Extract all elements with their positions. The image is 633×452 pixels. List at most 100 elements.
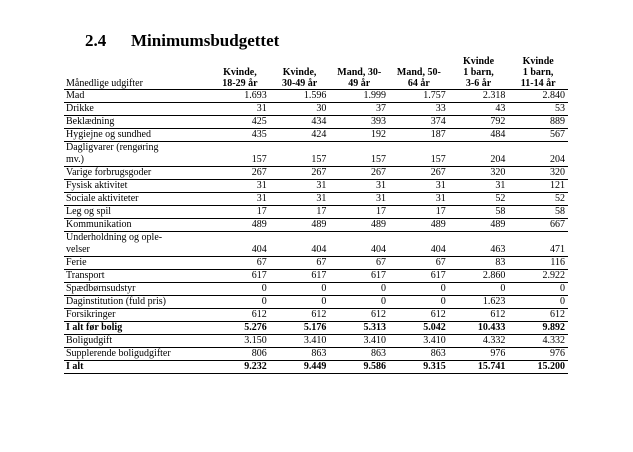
table-cell: 121 [508,179,568,193]
row-label: Leg og spil [64,205,211,219]
column-header-line: 1 barn, [463,67,494,78]
budget-table: Månedlige udgifter Kvinde, 18-29 år Kvind… [64,56,568,374]
table-cell: 267 [269,166,330,180]
table-row: Kommunikation 489 489 489 489 489 667 [64,218,568,232]
table-cell: 463 [448,231,509,257]
table-cell: 3.410 [269,334,330,348]
table-cell: 9.232 [210,360,270,374]
table-cell: 1.757 [389,89,449,103]
table-cell: 2.860 [448,269,509,283]
table-cell: 374 [389,115,449,129]
column-header-line: 1 barn, [522,67,554,78]
table-cell: 667 [508,218,568,232]
table-row: Spædbørnsudstyr 0 0 0 0 0 0 [64,282,568,296]
table-cell: 4.332 [448,334,509,348]
row-label: I alt før bolig [64,321,211,335]
label-column-header: Månedlige udgifter [66,78,143,89]
column-header: Kvinde, 30-49 år [270,56,330,90]
table-cell: 67 [210,256,270,270]
table-cell: 17 [329,205,390,219]
table-row: Sociale aktiviteter 31 31 31 31 52 52 [64,192,568,206]
table-cell: 267 [389,166,449,180]
table-cell: 17 [269,205,330,219]
table-cell: 267 [210,166,270,180]
table-cell: 5.313 [329,321,390,335]
table-cell: 612 [508,308,568,322]
table-cell: 612 [329,308,390,322]
table-cell: 10.433 [448,321,509,335]
table-cell: 17 [389,205,449,219]
table-cell: 404 [210,231,270,257]
table-cell: 31 [329,192,390,206]
table-cell: 52 [448,192,509,206]
row-label: Mad [64,89,211,103]
table-cell: 33 [389,102,449,116]
table-body: Mad 1.693 1.596 1.999 1.757 2.318 2.840 Drikke 3… [64,89,568,374]
table-cell: 612 [389,308,449,322]
column-header: Kvinde 1 barn, 3-6 år [449,56,509,90]
table-row: Hygiejne og sundhed 435 424 192 187 484 567 [64,128,568,142]
table-cell: 58 [448,205,509,219]
table-cell: 0 [508,282,568,296]
row-label: Hygiejne og sundhed [64,128,211,142]
table-cell: 5.042 [389,321,449,335]
table-cell: 157 [210,141,270,167]
table-cell: 404 [389,231,449,257]
table-cell: 116 [508,256,568,270]
table-cell: 157 [389,141,449,167]
row-label: Sociale aktiviteter [64,192,211,206]
column-header-line: Kvinde [522,56,554,67]
table-cell: 157 [269,141,330,167]
table-cell: 484 [448,128,509,142]
table-cell: 15.200 [508,360,568,374]
row-label: Spædbørnsudstyr [64,282,211,296]
table-cell: 434 [269,115,330,129]
table-cell: 17 [210,205,270,219]
table-cell: 31 [269,179,330,193]
table-header-row: Månedlige udgifter Kvinde, 18-29 år Kvind… [64,56,568,90]
table-cell: 1.596 [269,89,330,103]
table-cell: 9.315 [389,360,449,374]
row-label: Fysisk aktivitet [64,179,211,193]
table-cell: 157 [329,141,390,167]
table-cell: 0 [269,295,330,309]
table-cell: 471 [508,231,568,257]
table-cell: 489 [389,218,449,232]
table-cell: 863 [269,347,330,361]
table-cell: 267 [329,166,390,180]
table-row: Daginstitution (fuld pris) 0 0 0 0 1.623 0 [64,295,568,309]
table-cell: 31 [329,179,390,193]
table-cell: 489 [329,218,390,232]
table-cell: 0 [389,295,449,309]
table-row: Transport 617 617 617 617 2.860 2.922 [64,269,568,283]
row-label: Transport [64,269,211,283]
table-row: Mad 1.693 1.596 1.999 1.757 2.318 2.840 [64,89,568,103]
table-cell: 320 [448,166,509,180]
table-row: I alt 9.232 9.449 9.586 9.315 15.741 15.200 [64,360,568,374]
column-header-line: Kvinde [462,56,495,67]
table-cell: 0 [210,295,270,309]
table-cell: 9.892 [508,321,568,335]
row-label: Beklædning [64,115,211,129]
table-cell: 0 [389,282,449,296]
table-cell: 617 [389,269,449,283]
column-header: Kvinde, 18-29 år [210,56,270,90]
column-header: Kvinde 1 barn, 11-14 år [508,56,568,90]
column-header-line: 11-14 år [520,78,556,89]
table-cell: 2.318 [448,89,509,103]
table-cell: 58 [508,205,568,219]
table-cell: 617 [329,269,390,283]
row-label: Forsikringer [64,308,211,322]
column-header-line: Mand, 50- [396,67,441,78]
table-cell: 435 [210,128,270,142]
column-header: Mand, 30- 49 år [329,56,389,90]
row-label: Boligudgift [64,334,211,348]
table-row: Ferie 67 67 67 67 83 116 [64,256,568,270]
table-cell: 1.623 [448,295,509,309]
table-cell: 31 [389,192,449,206]
row-label: Kommunikation [64,218,211,232]
column-header-line: Mand, 30- [337,67,382,78]
row-label-line: mv.) [66,154,84,165]
table-cell: 31 [389,179,449,193]
